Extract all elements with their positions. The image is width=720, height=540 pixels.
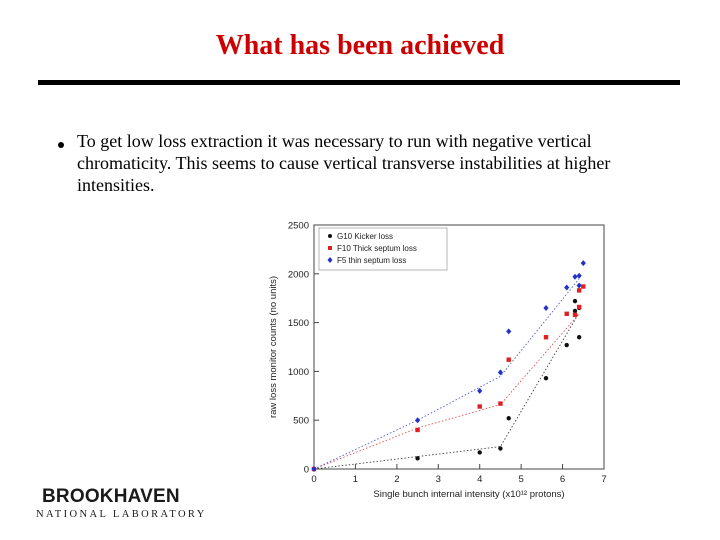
y-tick-label: 1000	[288, 367, 309, 378]
slide-title: What has been achieved	[215, 30, 505, 61]
logo-subtitle: NATIONAL LABORATORY	[36, 509, 207, 520]
data-point	[576, 282, 582, 289]
data-point	[415, 456, 420, 461]
legend-marker	[328, 246, 332, 250]
data-point	[576, 288, 582, 293]
y-tick-label: 2000	[288, 269, 309, 280]
x-tick-label: 6	[560, 474, 565, 485]
x-tick-label: 0	[311, 474, 316, 485]
data-point	[498, 401, 503, 406]
x-tick-label: 3	[436, 474, 441, 485]
y-tick-label: 2500	[288, 221, 309, 232]
data-point	[572, 273, 578, 280]
x-tick-label: 4	[477, 474, 482, 485]
data-point	[543, 376, 549, 381]
data-point	[572, 298, 578, 304]
data-point	[576, 335, 582, 340]
data-point	[576, 304, 582, 310]
x-tick-label: 2	[394, 474, 399, 485]
data-point	[498, 446, 503, 451]
data-point	[415, 427, 420, 433]
y-axis-label: raw loss monitor counts (no units)	[268, 276, 279, 418]
loss-chart: 0 500 1000 1500 2000 2500 0 1 2 3 4 5 6 7 Single bunch…	[268, 221, 607, 501]
legend-label: G10 Kicker loss	[337, 232, 393, 241]
series-fit-line	[313, 312, 580, 470]
x-tick-label: 1	[353, 474, 358, 485]
bullet-text: To get low loss extraction it was necess…	[77, 131, 611, 195]
data-point	[506, 328, 512, 335]
y-tick-label: 500	[293, 416, 309, 427]
data-point	[477, 404, 482, 409]
brookhaven-logo: BROOKHAVEN NATIONAL LABORATORY	[36, 487, 207, 521]
data-point	[564, 311, 569, 317]
data-point	[506, 416, 511, 421]
y-tick-label: 0	[304, 465, 309, 476]
data-point	[543, 304, 549, 311]
bullet-dot-icon	[58, 142, 64, 148]
x-axis-label: Single bunch internal intensity (x10¹² p…	[373, 489, 564, 500]
legend-label: F5 thin septum loss	[337, 256, 406, 265]
plot-frame	[313, 224, 605, 470]
legend-box	[318, 227, 448, 271]
data-point	[580, 260, 586, 267]
logo-name: BROOKHAVEN	[42, 486, 180, 507]
data-point	[543, 335, 549, 340]
legend-marker	[327, 257, 333, 263]
legend-marker	[328, 234, 332, 238]
data-point	[572, 312, 578, 317]
data-point	[477, 387, 483, 394]
data-point	[477, 450, 482, 455]
data-point	[576, 272, 582, 279]
legend-label: F10 Thick septum loss	[337, 244, 417, 253]
data-point	[564, 284, 570, 291]
data-point	[572, 308, 578, 314]
series-fit-line	[313, 278, 580, 470]
series-fit-line	[313, 313, 580, 470]
data-point	[414, 417, 421, 424]
title-divider	[38, 80, 680, 85]
x-tick-label: 7	[601, 474, 606, 485]
data-point	[506, 357, 511, 362]
x-tick-label: 5	[518, 474, 523, 485]
y-tick-label: 1500	[288, 318, 309, 329]
data-point	[581, 284, 586, 289]
data-point	[311, 466, 317, 472]
data-point	[564, 342, 569, 348]
